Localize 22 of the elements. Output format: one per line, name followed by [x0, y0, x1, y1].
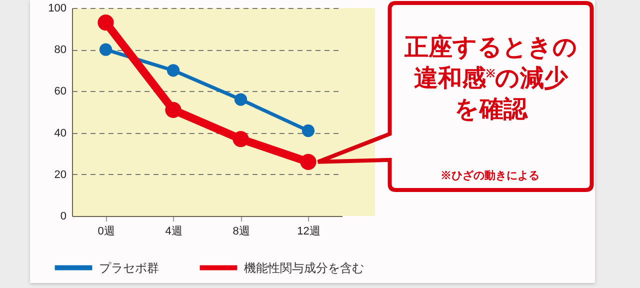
x-tick-label: 12週: [297, 226, 320, 238]
text: 正座するときの違和感$^{※}$の減少を確認: [404, 33, 578, 126]
point: [300, 154, 316, 170]
legend-label: プラセボ群: [99, 260, 159, 275]
y-tick-label: 100: [48, 2, 66, 14]
legend-label: 機能性関与成分を含む: [244, 260, 364, 275]
y-tick-label: 20: [54, 168, 66, 181]
point: [234, 93, 248, 106]
y-tick-label: 60: [54, 86, 66, 98]
y-tick-label: 0: [60, 210, 66, 222]
text: ※ひざの動きによる: [440, 169, 540, 183]
x-tick-label: 8週: [232, 226, 250, 238]
point: [302, 124, 315, 138]
x-tick-label: 4週: [165, 226, 182, 238]
y-tick-label: 40: [54, 127, 66, 140]
point: [98, 14, 114, 31]
point: [99, 43, 112, 56]
point: [232, 130, 249, 148]
x-tick-label: 0週: [98, 226, 115, 238]
point: [165, 102, 182, 118]
point: [166, 64, 180, 77]
y-tick-label: 80: [54, 44, 66, 56]
